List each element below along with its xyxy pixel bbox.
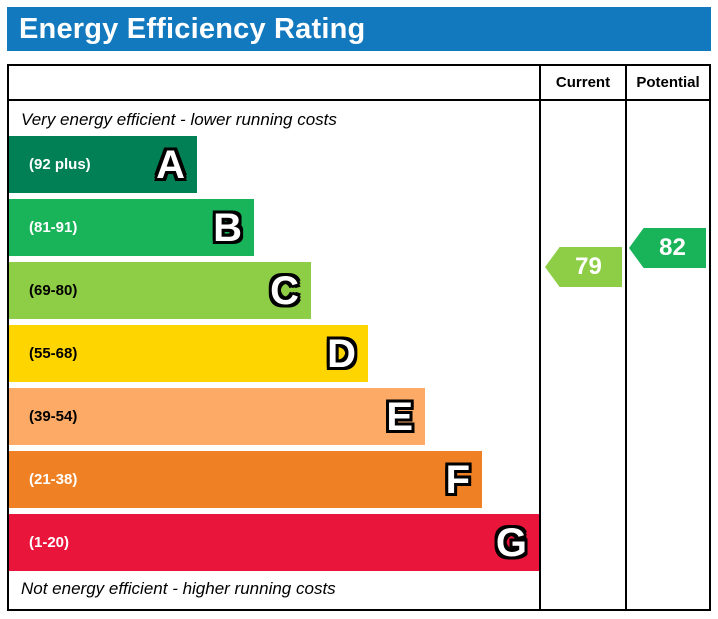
band-range-label: (81-91) (29, 219, 78, 236)
band-bar-d: (55-68) D (9, 325, 368, 382)
band-range-label: (69-80) (29, 282, 78, 299)
current-column-header: Current (539, 66, 625, 101)
band-bar-e: (39-54) E (9, 388, 425, 445)
potential-column: 82 (625, 101, 709, 609)
band-range-label: (92 plus) (29, 156, 91, 173)
page-title: Energy Efficiency Rating (19, 12, 366, 45)
band-letter: E (386, 394, 413, 439)
top-note: Very energy efficient - lower running co… (21, 110, 337, 129)
band-letter: G (495, 520, 527, 565)
potential-column-header: Potential (625, 66, 709, 101)
band-bar-a: (92 plus) A (9, 136, 197, 193)
band-bar-c: (69-80) C (9, 262, 311, 319)
band-range-label: (21-38) (29, 471, 78, 488)
current-rating-arrow: 79 (545, 247, 622, 287)
band-range-label: (39-54) (29, 408, 78, 425)
main-header-spacer (9, 66, 539, 101)
band-letter: C (270, 268, 299, 313)
energy-rating-chart: Current Potential Very energy efficient … (7, 64, 711, 611)
potential-rating-value: 82 (659, 234, 686, 261)
band-range-label: (1-20) (29, 534, 70, 551)
bottom-note: Not energy efficient - higher running co… (21, 579, 336, 598)
current-column: 79 (539, 101, 625, 609)
band-list: (92 plus) A (81-91) B (69-80) C (55-68) … (9, 136, 539, 577)
current-rating-value: 79 (575, 253, 602, 280)
band-range-label: (55-68) (29, 345, 78, 362)
band-letter: A (156, 142, 185, 187)
band-letter: D (327, 331, 356, 376)
band-bar-f: (21-38) F (9, 451, 482, 508)
potential-rating-arrow: 82 (629, 228, 706, 268)
page-title-bar: Energy Efficiency Rating (7, 7, 711, 51)
bands-area: Very energy efficient - lower running co… (9, 101, 539, 609)
band-letter: F (445, 457, 470, 502)
band-bar-g: (1-20) G (9, 514, 539, 571)
band-letter: B (213, 205, 242, 250)
band-bar-b: (81-91) B (9, 199, 254, 256)
